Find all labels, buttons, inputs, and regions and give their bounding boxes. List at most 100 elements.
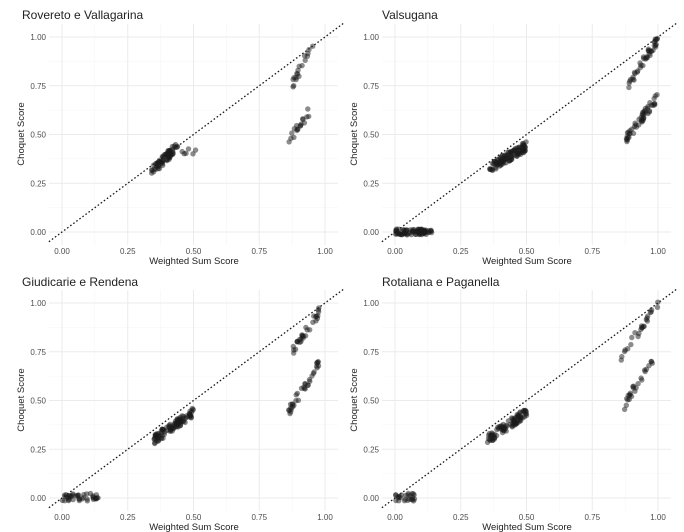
- panel-title: Rotaliana e Paganella: [382, 275, 500, 289]
- data-point: [408, 496, 415, 503]
- data-point: [628, 341, 634, 348]
- data-point: [152, 431, 159, 438]
- data-point: [399, 228, 405, 234]
- data-point: [310, 43, 316, 49]
- y-tick-label: 0.25: [30, 179, 46, 188]
- y-tick-label: 1.00: [363, 299, 379, 308]
- data-point: [500, 159, 506, 165]
- y-tick-label: 0.00: [363, 494, 379, 503]
- data-point: [505, 149, 511, 155]
- data-point: [624, 138, 630, 145]
- data-point: [521, 408, 527, 415]
- x-tick-label: 0.00: [387, 513, 403, 522]
- data-point: [80, 494, 87, 501]
- data-point: [655, 299, 661, 305]
- plot-area: 0.00 0.25 0.50 0.75 1.00 0.00 0.25 0.50 0.75 1.00: [363, 22, 677, 256]
- data-point: [633, 122, 639, 128]
- y-tick-label: 0.00: [363, 228, 379, 237]
- data-point: [291, 126, 298, 132]
- plot-area: 0.00 0.25 0.50 0.75 1.00 0.00 0.25 0.50 0.75 1.00: [30, 288, 344, 522]
- data-point: [157, 158, 163, 165]
- x-tick-label: 0.25: [453, 513, 469, 522]
- plot-area: 0.00 0.25 0.50 0.75 1.00 0.00 0.25 0.50 0.75 1.00: [30, 22, 344, 256]
- data-point: [84, 498, 91, 504]
- data-point: [646, 109, 653, 115]
- y-tick-label: 0.50: [363, 397, 379, 406]
- y-tick-label: 0.00: [30, 228, 46, 237]
- data-point: [504, 423, 510, 429]
- data-point: [523, 412, 530, 419]
- data-point: [513, 421, 519, 427]
- data-point: [172, 418, 179, 424]
- data-point: [168, 425, 174, 432]
- data-point: [149, 170, 155, 176]
- data-point: [647, 48, 653, 54]
- data-point: [635, 68, 641, 74]
- data-point: [286, 407, 292, 413]
- y-tick-label: 0.25: [363, 445, 379, 454]
- x-tick-label: 1.00: [317, 513, 333, 522]
- data-point: [163, 157, 170, 163]
- y-tick-label: 0.00: [30, 494, 46, 503]
- data-point: [642, 368, 648, 375]
- identity-line: [381, 288, 677, 509]
- identity-line: [48, 288, 344, 509]
- data-point: [644, 318, 651, 324]
- x-tick-label: 0.25: [453, 247, 469, 256]
- y-tick-label: 0.75: [363, 348, 379, 357]
- data-point: [631, 77, 637, 83]
- data-point: [305, 106, 311, 112]
- x-axis-title: Weighted Sum Score: [149, 522, 239, 532]
- data-point: [300, 116, 306, 123]
- data-point: [626, 84, 632, 91]
- data-point: [625, 392, 631, 398]
- panel-title: Valsugana: [382, 8, 438, 22]
- data-point: [393, 492, 399, 498]
- data-point: [291, 83, 297, 89]
- data-point: [315, 359, 321, 366]
- data-point: [310, 370, 317, 377]
- data-point: [647, 100, 653, 106]
- y-tick-label: 0.50: [363, 131, 379, 140]
- y-tick-label: 1.00: [30, 33, 46, 42]
- y-tick-label: 0.75: [30, 82, 46, 91]
- data-point: [70, 496, 76, 503]
- data-point: [302, 57, 308, 63]
- data-point: [632, 330, 638, 336]
- data-point: [654, 304, 661, 310]
- data-point: [417, 229, 423, 236]
- y-tick-label: 0.75: [363, 82, 379, 91]
- data-point: [493, 432, 500, 439]
- y-tick-label: 0.50: [30, 131, 46, 140]
- data-point: [635, 333, 641, 340]
- data-point: [286, 139, 292, 145]
- data-point: [523, 139, 529, 145]
- y-tick-label: 1.00: [30, 299, 46, 308]
- data-point: [648, 358, 654, 365]
- x-tick-label: 0.00: [387, 247, 403, 256]
- data-point: [627, 78, 633, 84]
- x-tick-label: 0.75: [251, 247, 267, 256]
- data-point: [489, 431, 495, 437]
- data-point: [487, 166, 493, 172]
- data-point: [169, 143, 175, 150]
- data-point: [635, 381, 641, 387]
- data-point: [651, 95, 657, 102]
- data-point: [179, 148, 185, 155]
- y-axis-title: Choquet Score: [349, 102, 360, 165]
- x-tick-label: 0.00: [54, 513, 70, 522]
- x-tick-label: 0.00: [54, 247, 70, 256]
- data-point: [487, 436, 493, 443]
- data-point: [298, 336, 304, 342]
- data-point: [503, 428, 509, 434]
- data-point: [629, 334, 635, 341]
- data-point: [298, 121, 304, 127]
- x-axis-title: Weighted Sum Score: [482, 522, 572, 532]
- x-tick-label: 0.25: [120, 513, 136, 522]
- x-axis-title: Weighted Sum Score: [149, 256, 239, 267]
- panel-valsugana: Valsugana Weighted Sum Score Choquet Sco…: [349, 8, 677, 267]
- data-point: [290, 343, 296, 350]
- data-point: [75, 492, 82, 498]
- x-tick-label: 1.00: [650, 247, 666, 256]
- data-point: [519, 144, 525, 150]
